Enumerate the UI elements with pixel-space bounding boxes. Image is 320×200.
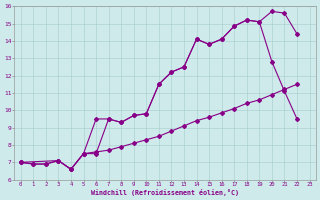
X-axis label: Windchill (Refroidissement éolien,°C): Windchill (Refroidissement éolien,°C) xyxy=(91,189,239,196)
